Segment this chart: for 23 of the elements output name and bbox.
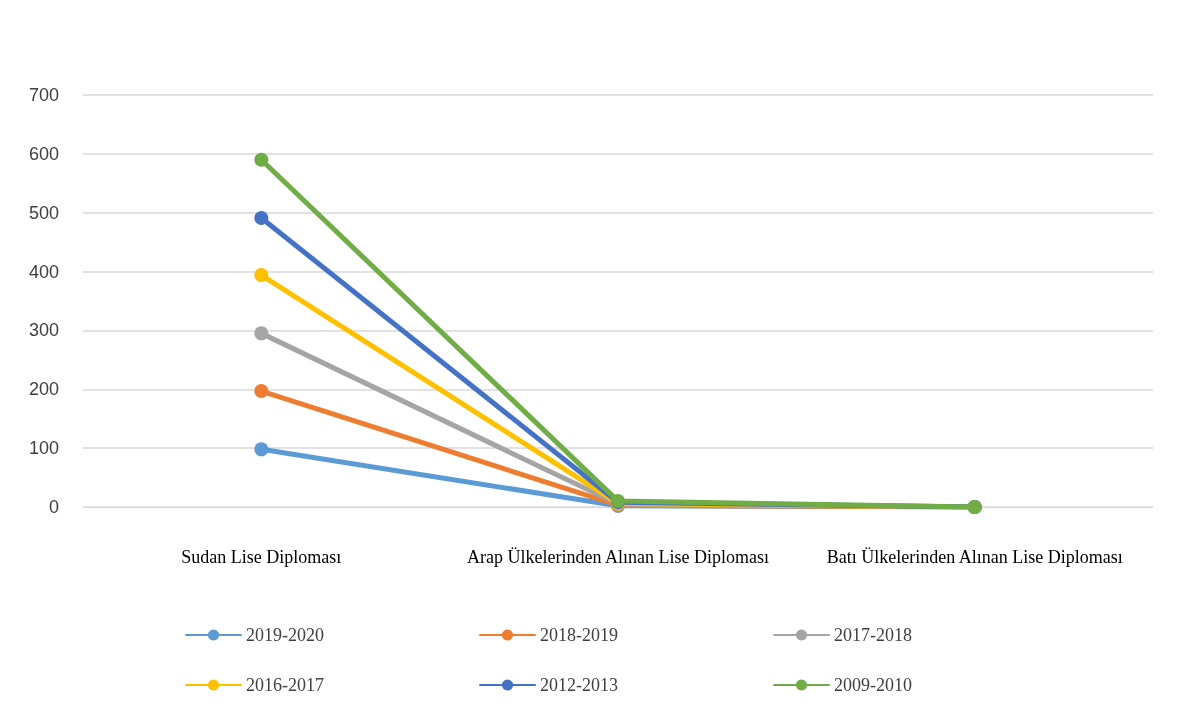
legend-label: 2009-2010 [833,675,912,695]
legend-label: 2016-2017 [246,675,324,695]
y-tick-label: 400 [28,261,59,282]
x-tick-label: Sudan Lise Diploması [181,547,342,567]
point [254,326,269,341]
x-tick-label: Arap Ülkelerinden Alınan Lise Diploması [467,547,769,567]
legend-label: 2018-2019 [539,625,618,645]
point [254,211,269,226]
x-tick-label: Batı Ülkelerinden Alınan Lise Diploması [826,547,1123,567]
point [254,268,269,283]
legend-label: 2017-2018 [833,625,912,645]
y-tick-label: 600 [28,143,59,164]
y-tick-label: 100 [28,438,59,459]
point [254,442,269,457]
y-tick-label: 700 [28,85,59,105]
legend-label: 2012-2013 [539,675,618,695]
legend-label: 2019-2020 [246,625,324,645]
point [254,384,269,399]
y-tick-label: 500 [28,202,59,223]
point [254,152,269,167]
y-tick-label: 0 [48,497,59,517]
y-tick-label: 200 [28,379,59,400]
y-tick-label: 300 [28,320,59,341]
